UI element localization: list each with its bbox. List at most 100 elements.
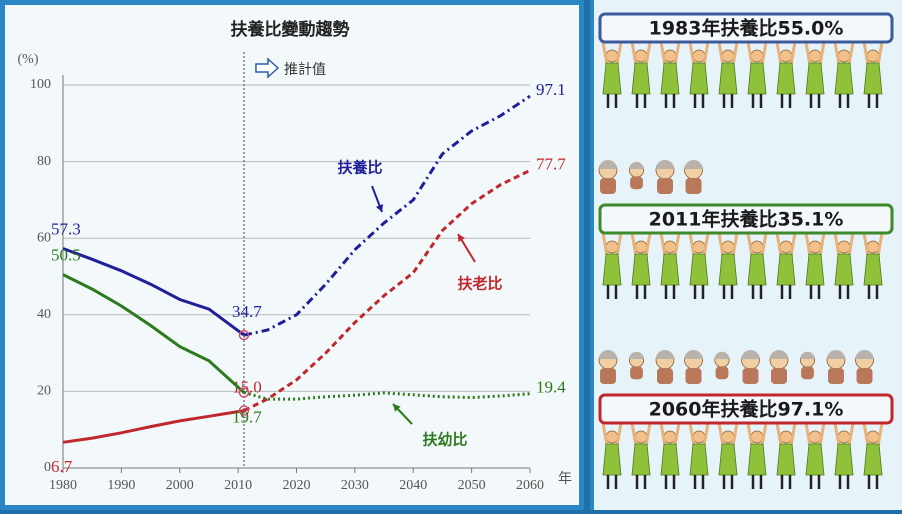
arm — [818, 41, 826, 66]
person-figure — [717, 422, 739, 489]
person-figure — [601, 232, 623, 299]
person-figure — [804, 232, 826, 299]
arm — [615, 41, 623, 66]
arm — [659, 41, 667, 66]
person-figure — [804, 422, 826, 489]
dress — [863, 443, 883, 476]
dress — [718, 443, 738, 476]
head — [634, 240, 648, 254]
body — [801, 366, 814, 380]
arm — [862, 232, 870, 257]
y-tick-label: 100 — [30, 77, 51, 92]
elder-figure — [628, 161, 645, 190]
arm — [601, 422, 609, 447]
arm — [702, 41, 710, 66]
arm — [804, 41, 812, 66]
head — [663, 240, 677, 254]
projected-line — [243, 94, 531, 337]
arm — [862, 41, 870, 66]
person-figure — [630, 41, 652, 108]
plot-panel — [5, 5, 579, 505]
value-label: 97.1 — [536, 80, 566, 99]
series-arrowhead — [393, 404, 401, 412]
x-tick-label: 2020 — [283, 478, 311, 493]
elder-figure — [714, 351, 730, 380]
arm — [688, 41, 696, 66]
body — [715, 366, 729, 380]
arm — [818, 232, 826, 257]
dress — [631, 253, 651, 286]
head — [721, 240, 735, 254]
person-figure — [630, 232, 652, 299]
historical-line — [62, 273, 246, 394]
person-figure — [659, 422, 681, 489]
person-figure — [833, 422, 855, 489]
value-label: 50.5 — [51, 245, 81, 264]
arm — [731, 232, 739, 257]
head — [605, 430, 619, 444]
head — [750, 430, 764, 444]
y-unit: (%) — [18, 52, 39, 67]
banner — [598, 203, 894, 235]
dress — [718, 62, 738, 95]
arm — [717, 422, 725, 447]
elder-figure — [799, 351, 816, 380]
body — [600, 368, 616, 384]
banner — [598, 393, 894, 425]
arm — [876, 41, 884, 66]
dress — [660, 253, 680, 286]
body — [856, 368, 873, 384]
arm — [601, 41, 609, 66]
y-tick-label: 80 — [37, 154, 51, 169]
dress — [718, 253, 738, 286]
arm — [847, 422, 855, 447]
hair — [770, 350, 788, 359]
dress — [747, 62, 767, 95]
elder-figure — [684, 160, 703, 194]
arm — [760, 41, 768, 66]
hair — [684, 350, 703, 359]
arm — [833, 232, 841, 257]
head — [779, 49, 793, 63]
person-figure — [630, 422, 652, 489]
dress — [689, 253, 709, 286]
head — [634, 430, 648, 444]
dress — [602, 62, 622, 95]
head — [750, 240, 764, 254]
body — [828, 368, 844, 384]
head — [808, 49, 822, 63]
person-figure — [775, 422, 797, 489]
dress — [805, 253, 825, 286]
series-label: 扶幼比 — [422, 431, 467, 449]
person-figure — [746, 422, 768, 489]
body — [685, 178, 702, 194]
hair — [629, 161, 644, 169]
elder-figure — [655, 160, 675, 194]
head — [663, 49, 677, 63]
dress — [689, 62, 709, 95]
person-figure — [688, 41, 710, 108]
x-tick-label: 2030 — [341, 478, 369, 493]
value-label: 34.7 — [232, 302, 262, 321]
head — [866, 240, 880, 254]
elder-figure — [855, 350, 874, 384]
arm — [717, 232, 725, 257]
dress — [834, 253, 854, 286]
value-label: 6.7 — [51, 457, 73, 476]
head — [692, 430, 706, 444]
head — [808, 430, 822, 444]
hair — [800, 351, 815, 359]
arm — [731, 41, 739, 66]
dress — [834, 62, 854, 95]
arm — [688, 422, 696, 447]
arm — [644, 41, 652, 66]
arm — [804, 422, 812, 447]
arm — [789, 41, 797, 66]
dress — [747, 443, 767, 476]
infographic: 1983年扶養比55.0% 2011年扶養比35.1% 2060年扶養比97.1% — [598, 12, 894, 489]
dress — [805, 443, 825, 476]
arm — [644, 232, 652, 257]
arm — [601, 232, 609, 257]
x-tick-label: 2040 — [399, 478, 427, 493]
